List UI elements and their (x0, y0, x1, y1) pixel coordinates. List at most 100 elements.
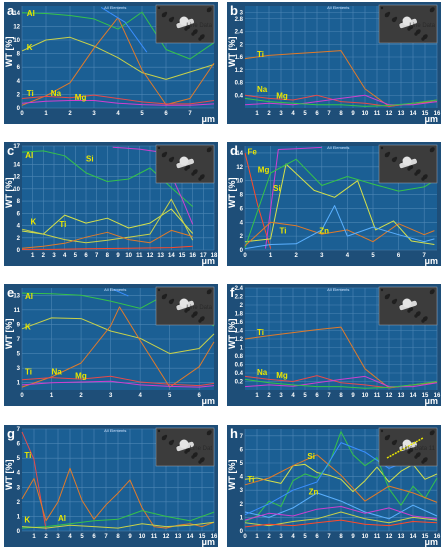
chart-header-text: All Elements (104, 428, 126, 433)
element-label-mg: Mg (276, 371, 288, 380)
sem-pore (391, 440, 397, 446)
y-tick-label: 4 (17, 224, 21, 230)
sem-pore (429, 9, 433, 13)
x-tick-label: 17 (200, 253, 207, 259)
x-tick-label: 16 (189, 253, 196, 259)
panel-letter: a (7, 3, 15, 18)
inset-caption: Line Data (186, 23, 212, 29)
x-tick-label: 1 (50, 393, 54, 399)
sem-pore (157, 288, 161, 292)
x-axis-label: μm (424, 537, 438, 547)
y-tick-label: 2 (240, 303, 244, 309)
y-tick-label: 6 (17, 65, 21, 71)
y-axis-label: WT [%] (227, 37, 237, 68)
y-tick-label: 2 (240, 42, 244, 48)
series-line-si (21, 208, 194, 235)
x-tick-label: 1 (32, 534, 36, 540)
x-tick-label: 11 (136, 253, 143, 259)
sem-pore (380, 6, 384, 10)
x-tick-label: 5 (371, 253, 375, 259)
x-tick-label: 9 (351, 111, 355, 117)
sem-pore (198, 460, 202, 464)
x-tick-label: 9 (351, 393, 355, 399)
sem-pore (414, 455, 418, 459)
sem-pore (168, 17, 174, 23)
x-tick-label: 0 (243, 253, 247, 259)
x-tick-label: 6 (84, 253, 88, 259)
series-line-si (244, 163, 435, 245)
sem-pore (168, 440, 174, 446)
x-tick-label: 2 (267, 111, 271, 117)
y-tick-label: 9 (17, 322, 21, 328)
panel-letter: d (230, 143, 238, 158)
x-tick-label: 12 (386, 534, 393, 540)
x-tick-label: 1 (269, 253, 273, 259)
sem-pore (206, 432, 210, 436)
series-line-ti (244, 221, 435, 247)
chart-header-text: All Elements (327, 145, 349, 150)
element-label-ti: Ti (257, 328, 264, 337)
sem-pore (380, 146, 384, 150)
y-tick-label: 0 (17, 106, 21, 112)
element-label-ti: Ti (59, 220, 66, 229)
x-axis-label: μm (201, 256, 215, 266)
y-tick-label: 0.6 (235, 363, 244, 369)
y-tick-label: 7 (17, 337, 21, 343)
sem-pore (429, 149, 433, 153)
x-tick-label: 7 (95, 253, 99, 259)
x-tick-label: 6 (315, 111, 319, 117)
sem-particle-head (179, 16, 189, 26)
x-tick-label: 7 (327, 534, 331, 540)
series-line-ti (244, 454, 438, 503)
element-label-ti: Ti (27, 89, 34, 98)
y-tick-label: 6 (240, 206, 244, 212)
x-tick-label: 4 (291, 111, 295, 117)
x-tick-label: 13 (398, 393, 405, 399)
x-tick-label: 3 (52, 253, 56, 259)
sem-pore (206, 9, 210, 13)
x-tick-label: 2 (42, 253, 46, 259)
y-tick-label: 2 (240, 234, 244, 240)
x-tick-label: 1 (255, 111, 259, 117)
x-tick-label: 10 (362, 534, 369, 540)
y-tick-label: 2.4 (235, 30, 244, 36)
x-tick-label: 3 (56, 534, 60, 540)
x-tick-label: 4 (68, 534, 72, 540)
y-tick-label: 0.8 (235, 354, 244, 360)
x-tick-label: 15 (422, 393, 429, 399)
element-label-si: Si (307, 452, 315, 461)
y-axis-label: WT [%] (4, 37, 14, 68)
y-tick-label: 13 (13, 293, 20, 299)
sem-pore (157, 429, 161, 433)
element-label-mg: Mg (75, 371, 87, 380)
y-tick-label: 1.6 (235, 55, 244, 61)
y-tick-label: 0 (240, 529, 244, 535)
y-tick-label: 0 (17, 529, 21, 535)
series-line-k (21, 198, 194, 244)
y-tick-label: 2 (17, 236, 21, 242)
y-tick-label: 14 (13, 162, 20, 168)
x-tick-label: 2 (68, 111, 72, 117)
sem-pore (384, 14, 388, 18)
sem-pore (198, 37, 202, 41)
x-tick-label: 10 (362, 393, 369, 399)
series-line-k (21, 521, 215, 529)
sem-pore (184, 450, 188, 454)
x-tick-label: 14 (187, 534, 194, 540)
element-label-ti: Ti (25, 368, 32, 377)
inset-caption: Line Data (409, 23, 435, 29)
element-label-k: K (27, 43, 33, 52)
y-tick-label: 8 (240, 193, 244, 199)
y-tick-label: 7 (17, 427, 21, 433)
chart-header-text: All Elements (327, 287, 349, 292)
scan-line-marker (386, 437, 424, 459)
panel-letter: b (230, 3, 238, 18)
y-tick-label: 8 (17, 52, 21, 58)
x-tick-label: 9 (116, 253, 120, 259)
y-tick-label: 0 (17, 248, 21, 254)
x-tick-label: 15 (199, 534, 206, 540)
x-tick-label: 9 (128, 534, 132, 540)
y-tick-label: 12 (13, 24, 20, 30)
x-tick-label: 14 (410, 534, 417, 540)
